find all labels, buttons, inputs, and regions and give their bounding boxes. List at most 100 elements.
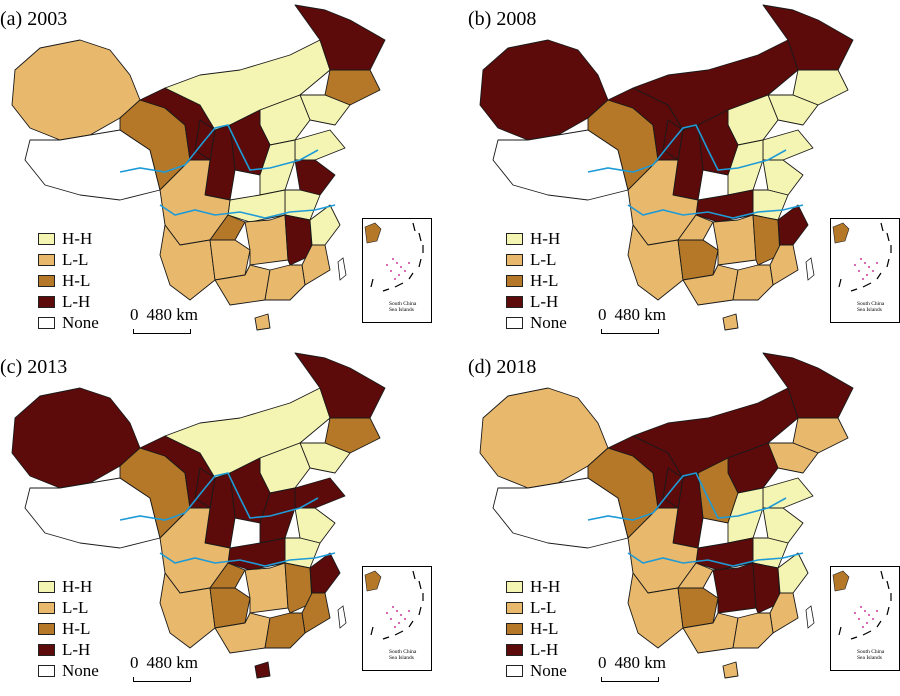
nine-dash-line-segment xyxy=(418,232,422,242)
taiwan xyxy=(805,257,815,281)
nine-dash-line-segment xyxy=(394,630,404,636)
province-hubei xyxy=(695,537,754,571)
province-anhui xyxy=(284,537,321,569)
swatch-none xyxy=(38,664,55,677)
inset-label: South China Sea Islands xyxy=(857,649,897,661)
island-dot xyxy=(398,274,400,276)
legend-label: H-H xyxy=(62,228,93,248)
swatch-ll xyxy=(38,601,55,614)
province-guangdong xyxy=(264,264,306,301)
island-dot xyxy=(390,618,392,620)
inset-label-line1: South China xyxy=(389,301,417,307)
province-zhejiang xyxy=(777,552,809,594)
inset-label: South China Sea Islands xyxy=(389,301,429,313)
yellow-river xyxy=(119,124,319,173)
nine-dash-line-segment xyxy=(850,288,858,292)
legend-label: L-H xyxy=(530,291,559,311)
province-jiangsu xyxy=(294,159,336,196)
swatch-none xyxy=(506,316,523,329)
legend-item-hl: H-L xyxy=(506,618,567,639)
swatch-hh xyxy=(38,580,55,593)
swatch-hl xyxy=(506,274,523,287)
nine-dash-line-segment xyxy=(408,272,414,280)
legend-item-lh: L-H xyxy=(38,291,99,312)
province-jiangxi xyxy=(284,214,313,266)
map-panel-2003: (a) 2003 H-H L-L H-L L-H None 0 480 km S… xyxy=(0,0,450,348)
nine-dash-line-segment xyxy=(838,278,842,288)
legend: H-H L-L H-L L-H None xyxy=(506,576,567,681)
nine-dash-line-segment xyxy=(418,258,422,268)
province-guangdong xyxy=(264,612,306,649)
legend-item-hh: H-H xyxy=(38,576,99,597)
legend-label: L-H xyxy=(62,639,91,659)
province-shandong xyxy=(294,477,346,509)
inset-map xyxy=(832,222,892,292)
province-hainan xyxy=(722,661,739,679)
province-jiangxi xyxy=(284,562,313,614)
legend-item-lh: L-H xyxy=(38,639,99,660)
province-shandong xyxy=(294,129,346,161)
inset-label-line2: Sea Islands xyxy=(857,655,882,661)
province-guangdong xyxy=(732,612,774,649)
nine-dash-line-segment xyxy=(886,606,890,616)
taiwan xyxy=(337,257,347,281)
china-map xyxy=(479,352,854,679)
map-panel-2018: (d) 2018 H-H L-L H-L L-H None 0 480 km S… xyxy=(468,348,900,696)
scale-distance: 480 km xyxy=(146,305,198,324)
legend-item-hl: H-L xyxy=(38,618,99,639)
province-hunan xyxy=(712,562,757,614)
china-map xyxy=(11,4,386,331)
scale-zero: 0 xyxy=(130,305,139,324)
province-jilin xyxy=(792,417,849,454)
island-dot xyxy=(396,610,398,612)
island-dot xyxy=(868,614,870,616)
south-china-sea-inset: South China Sea Islands xyxy=(830,566,900,671)
province-hainan xyxy=(254,661,271,679)
legend-item-hh: H-H xyxy=(506,576,567,597)
province-guangdong xyxy=(732,264,774,301)
island-dot xyxy=(408,262,410,264)
legend-label: L-L xyxy=(62,597,89,617)
scale-line xyxy=(601,329,659,334)
inset-hainan xyxy=(364,570,382,592)
legend-item-lh: L-H xyxy=(506,639,567,660)
panel-title: (d) 2018 xyxy=(468,356,537,378)
yangtze-river xyxy=(627,204,804,219)
province-jiangsu xyxy=(294,507,336,544)
island-dot xyxy=(386,612,388,614)
province-yunnan xyxy=(627,572,684,649)
panel-title: (a) 2003 xyxy=(0,8,68,30)
scale-line xyxy=(133,677,191,682)
province-guizhou xyxy=(209,239,251,281)
inset-label-line2: Sea Islands xyxy=(389,655,414,661)
legend-label: H-L xyxy=(530,618,559,638)
nine-dash-line-segment xyxy=(370,626,374,636)
island-dot xyxy=(854,612,856,614)
province-fujian xyxy=(769,592,799,634)
island-dot xyxy=(392,606,394,608)
south-china-sea-inset: South China Sea Islands xyxy=(362,566,432,671)
province-jiangxi xyxy=(752,562,781,614)
legend-label: None xyxy=(62,312,99,332)
swatch-hh xyxy=(38,232,55,245)
yellow-river xyxy=(587,472,787,521)
legend-label: L-H xyxy=(62,291,91,311)
province-anhui xyxy=(284,189,321,221)
legend: H-H L-L H-L L-H None xyxy=(38,228,99,333)
province-hubei xyxy=(227,189,286,223)
scale-bar: 0 480 km xyxy=(130,653,198,682)
scale-distance: 480 km xyxy=(614,305,666,324)
nine-dash-line-segment xyxy=(886,258,890,268)
panel-title: (c) 2013 xyxy=(0,356,68,378)
nine-dash-line-segment xyxy=(876,272,882,280)
province-anhui xyxy=(752,537,789,569)
swatch-hl xyxy=(506,622,523,635)
nine-dash-line-segment xyxy=(862,630,872,636)
province-anhui xyxy=(752,189,789,221)
island-dot xyxy=(876,610,878,612)
province-hunan xyxy=(244,214,289,266)
nine-dash-line-segment xyxy=(418,606,422,616)
island-dot xyxy=(394,626,396,628)
swatch-lh xyxy=(506,295,523,308)
inset-label-line1: South China xyxy=(389,649,417,655)
